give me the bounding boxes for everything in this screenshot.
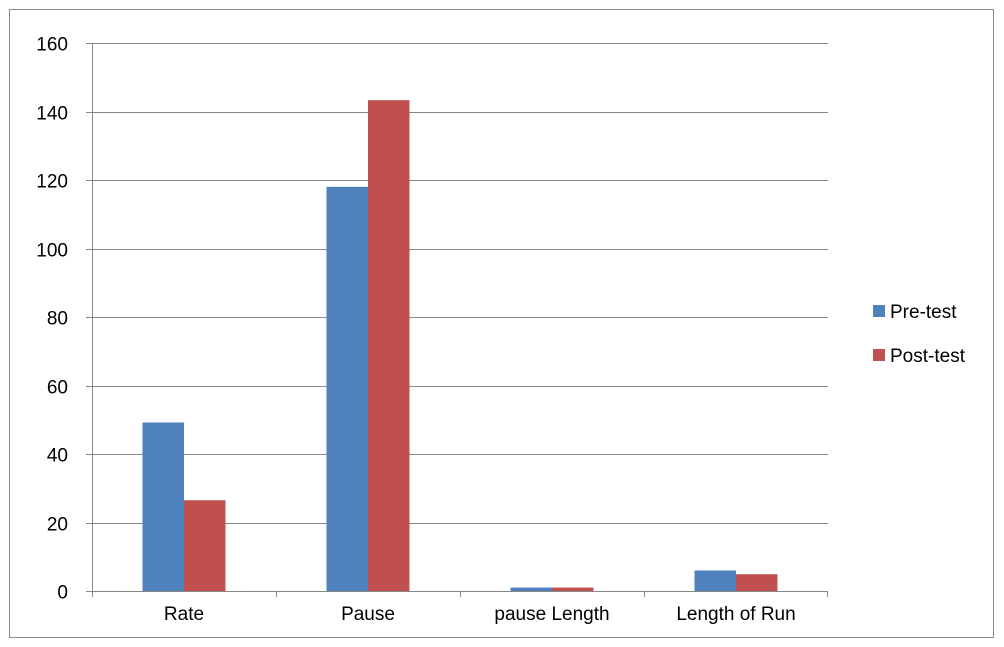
bar-post-test-rate [184, 500, 226, 591]
bars [142, 100, 778, 591]
bar-pre-test-pause [326, 186, 368, 591]
axes [86, 43, 828, 597]
bar-post-test-length-of-run [736, 574, 778, 591]
legend-label-pre-test: Pre-test [890, 302, 957, 323]
x-axis-category-labels: Rate Pause pause Length Length of Run [164, 604, 796, 625]
bar-pre-test-length-of-run [694, 570, 736, 591]
x-category-label: pause Length [494, 604, 609, 625]
legend: Pre-test Post-test [873, 302, 966, 367]
legend-label-post-test: Post-test [890, 346, 966, 367]
y-tick-label: 120 [36, 172, 68, 193]
y-tick-label: 0 [57, 583, 68, 604]
bar-post-test-pause-length [552, 587, 594, 591]
bar-pre-test-rate [142, 422, 184, 591]
bar-pre-test-pause-length [510, 587, 552, 591]
x-category-label: Length of Run [676, 604, 795, 625]
x-category-label: Pause [341, 604, 395, 625]
y-tick-label: 140 [36, 104, 68, 125]
y-tick-label: 20 [47, 515, 68, 536]
y-tick-label: 60 [47, 378, 68, 399]
legend-swatch-pre-test [873, 305, 885, 317]
y-tick-label: 160 [36, 35, 68, 56]
legend-swatch-post-test [873, 349, 885, 361]
x-category-label: Rate [164, 604, 204, 625]
y-tick-label: 40 [47, 446, 68, 467]
y-axis-tick-labels: 0 20 40 60 80 100 120 140 160 [36, 35, 68, 604]
gridlines [92, 43, 828, 524]
y-tick-label: 80 [47, 309, 68, 330]
y-tick-label: 100 [36, 241, 68, 262]
bar-post-test-pause [368, 100, 410, 591]
